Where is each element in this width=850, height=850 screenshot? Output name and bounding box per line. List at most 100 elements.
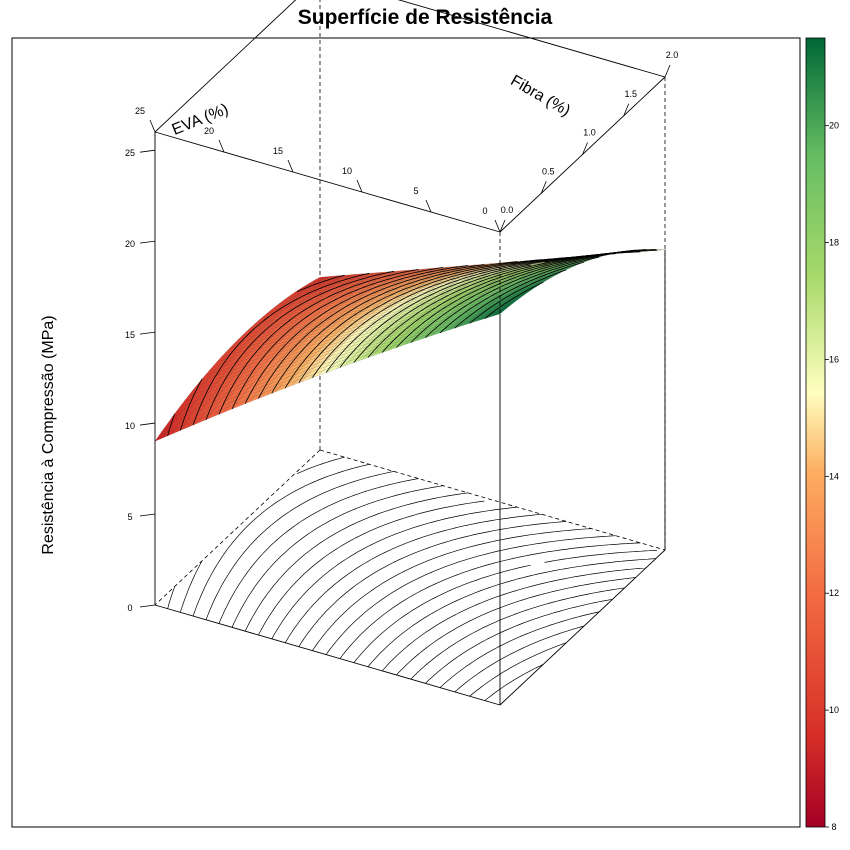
surface-facet [377,321,391,329]
box-edge [154,604,501,706]
eva-tick [494,219,501,233]
z-tick-label: 10 [125,421,135,431]
surface-facet [224,345,239,354]
surface-facet [346,278,360,282]
fibra-tick-label: 0.0 [501,205,514,215]
surface-facet [301,306,315,312]
z-axis-title: Resistência à Compressão (MPa) [40,315,57,554]
floor-contour [325,535,616,655]
surface-facet [344,298,358,304]
surface-facet [330,348,344,357]
surface-facet [322,351,336,360]
floor-contour [284,513,542,643]
surface-facet [519,282,533,288]
surface-facet [191,382,206,392]
surface-facet [557,267,571,272]
surface-facet [393,301,406,307]
box-edge [154,0,297,133]
surface-contour [410,251,625,343]
floor-contour [353,549,658,663]
floor-contour [312,528,592,651]
surface-facet [382,337,396,345]
surface-facet [338,340,353,348]
floor-contour [410,587,625,680]
floor-contour [469,642,567,697]
surface-facet [486,269,499,274]
surface-facet [231,386,246,395]
plot-frame [11,37,801,828]
surface-facet [217,367,231,376]
z-tick [139,513,156,517]
surface-facet [402,273,416,277]
colorbar [805,37,826,828]
surface-facet [208,363,222,372]
surface-facet [459,304,473,311]
fibra-tick-label: 0.5 [542,166,555,176]
z-tick [139,240,156,244]
colorbar-tick-label: 14 [829,471,839,481]
surface-contour [231,267,444,410]
surface-facet [306,322,320,329]
floor-contour [396,577,636,676]
surface-facet [361,352,375,360]
surface-facet [346,323,360,330]
eva-tick [356,179,363,193]
floor-contour [381,567,647,672]
surface-facet [472,303,486,310]
surface-facet [243,365,258,374]
eva-tick-label: 15 [273,146,283,156]
surface-facet [425,279,439,284]
surface-contour [425,253,613,338]
surface-contour [469,269,567,324]
surface-facet [409,333,423,341]
surface-facet [373,334,387,342]
surface-contour [167,413,175,436]
surface-facet [435,285,449,291]
z-tick-label: 25 [125,148,135,158]
surface-facet [227,397,242,408]
surface-contour [312,255,592,378]
surface-contour [271,261,518,394]
z-tick-label: 15 [125,330,135,340]
eva-tick [425,199,432,213]
surface-facet [206,409,221,420]
colorbar-tick-label: 12 [829,588,839,598]
surface-facet [491,310,505,317]
box-edge-hidden [154,449,321,606]
fibra-tick-label: 1.0 [583,128,596,138]
surface-facet [442,274,456,278]
surface-facet [371,308,385,314]
eva-tick-label: 10 [342,166,352,176]
surface-facet [370,349,384,357]
eva-tick [287,159,294,173]
surface-facet [213,385,228,395]
z-tick [139,604,156,608]
box-edge [154,131,501,233]
fibra-tick [582,142,588,155]
surface-facet [502,286,516,292]
z-tick [139,149,156,153]
surface-contour [258,264,485,399]
floor-contour [218,478,419,624]
surface-contour [439,256,600,334]
fibra-tick-label: 1.5 [624,89,637,99]
floor-contour [339,542,641,659]
surface-facet [242,347,257,355]
floor-contour [192,463,370,617]
fibra-tick [664,64,671,78]
floor-contour [244,492,468,632]
surface-facet [284,319,298,326]
surface-facet [180,420,195,431]
eva-tick [149,119,156,133]
surface-contour [205,270,394,420]
fibra-tick [623,103,630,116]
surface-contour [179,274,345,431]
surface-facet [313,293,327,299]
eva-tick-label: 25 [135,106,145,116]
floor-contour [425,598,613,684]
surface-contour [454,261,585,329]
z-tick [139,422,156,426]
surface-facet [363,276,377,281]
eva-axis-title: EVA (%) [170,101,231,139]
